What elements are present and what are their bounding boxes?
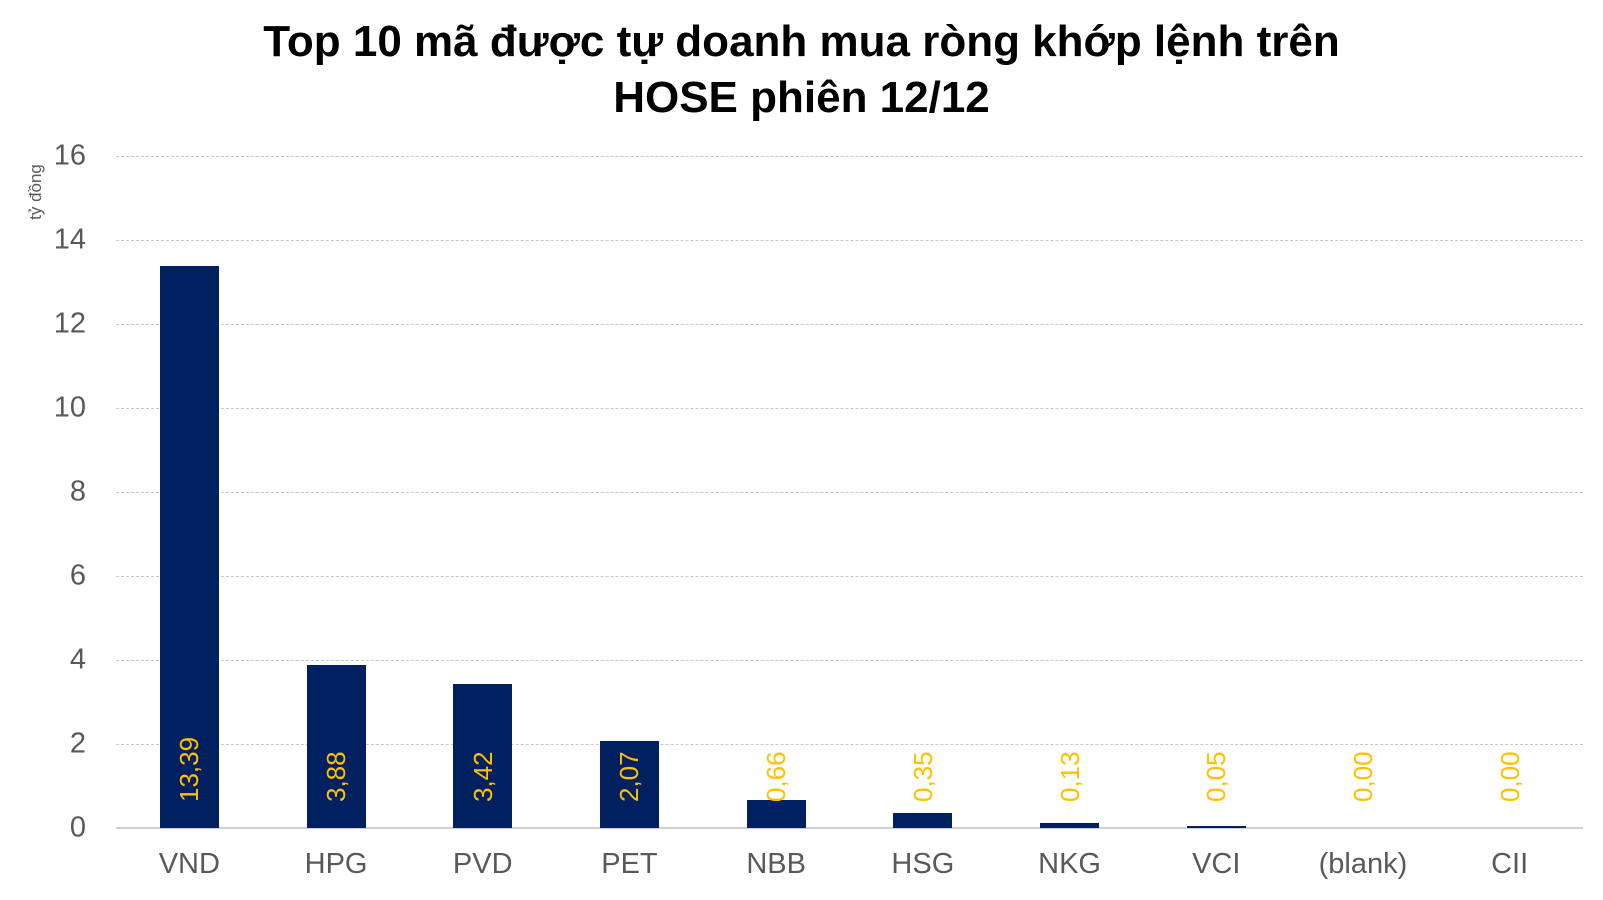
value-label: 13,39 [174, 736, 205, 802]
x-category-label: HSG [891, 848, 955, 880]
gridline [116, 156, 1583, 157]
y-tick-label: 8 [69, 475, 86, 508]
value-label: 3,88 [321, 751, 352, 802]
bar-nkg [1040, 822, 1100, 828]
x-category-label: HPG [304, 848, 368, 880]
chart-title-line-1: Top 10 mã được tự doanh mua ròng khớp lệ… [263, 17, 1340, 66]
value-label: 0,66 [761, 751, 792, 802]
value-label: 2,07 [614, 751, 645, 802]
bar-vci [1186, 825, 1246, 828]
gridline [116, 408, 1583, 409]
bar-hsg [893, 813, 953, 828]
value-label: 0,00 [1347, 751, 1378, 802]
gridline [116, 240, 1583, 241]
x-category-label: NBB [746, 848, 806, 880]
gridline [116, 744, 1583, 745]
x-category-label: PET [601, 848, 658, 880]
x-category-label: VCI [1192, 848, 1241, 880]
y-tick-label: 10 [53, 391, 86, 424]
gridline [116, 324, 1583, 325]
bar-vnd [159, 265, 219, 828]
value-label: 3,42 [467, 751, 498, 802]
y-tick-label: 0 [69, 811, 86, 844]
x-axis-line [116, 827, 1583, 829]
x-category-label: CII [1491, 848, 1529, 880]
value-label: 0,05 [1201, 751, 1232, 802]
y-tick-label: 14 [53, 223, 86, 256]
value-label: 0,13 [1054, 751, 1085, 802]
gridline [116, 660, 1583, 661]
bar-pet [599, 741, 659, 828]
bar-pvd [453, 684, 513, 828]
x-category-label: PVD [452, 848, 513, 880]
y-tick-label: 16 [53, 139, 86, 172]
y-tick-label: 12 [53, 307, 86, 340]
bar-hpg [306, 665, 366, 828]
y-tick-label: 2 [69, 727, 86, 760]
x-category-label: (blank) [1318, 848, 1408, 880]
value-label: 0,00 [1494, 751, 1525, 802]
y-tick-label: 6 [69, 559, 86, 592]
gridline [116, 576, 1583, 577]
gridline [116, 492, 1583, 493]
value-label: 0,35 [907, 751, 938, 802]
chart-title-line-2: HOSE phiên 12/12 [613, 73, 990, 122]
bar-nbb [746, 800, 806, 828]
x-category-label: VND [158, 848, 220, 880]
y-tick-label: 4 [69, 643, 86, 676]
chart-title: Top 10 mã được tự doanh mua ròng khớp lệ… [0, 14, 1603, 126]
x-category-label: NKG [1038, 848, 1101, 880]
